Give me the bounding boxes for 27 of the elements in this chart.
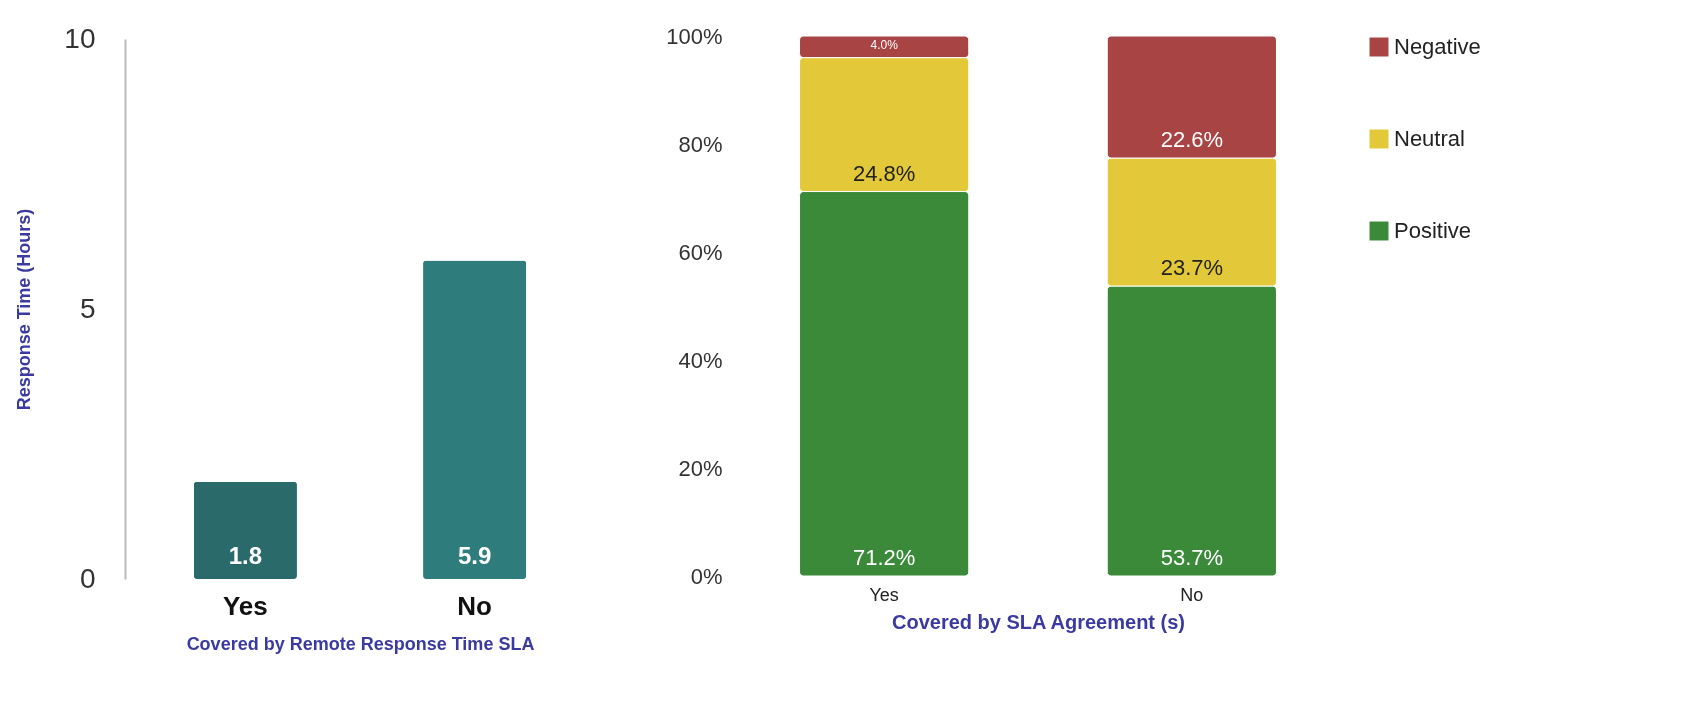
y-tick-label: 10 xyxy=(64,22,96,54)
y-tick-label: 5 xyxy=(79,292,96,324)
y-tick-label: 100% xyxy=(666,23,723,49)
data-label: 1.8 xyxy=(228,542,263,569)
y-tick-label: 0% xyxy=(690,563,723,589)
y-axis-title: Response Time (Hours) xyxy=(14,208,35,411)
x-axis-title: Covered by SLA Agreement (s) xyxy=(891,610,1186,633)
x-tick-label: No xyxy=(457,590,492,621)
y-tick-label: 40% xyxy=(678,347,723,373)
data-label: 24.8% xyxy=(852,160,916,186)
y-tick-label: 0 xyxy=(79,562,96,594)
y-tick-label: 20% xyxy=(678,455,723,481)
data-label: 71.2% xyxy=(852,545,916,570)
x-axis-title: Covered by Remote Response Time SLA xyxy=(186,633,535,654)
x-tick-label: Yes xyxy=(869,584,899,605)
data-label: 4.0% xyxy=(870,37,899,52)
y-tick-label: 60% xyxy=(678,239,723,265)
legend-label: Positive xyxy=(1394,218,1472,243)
data-label: 23.7% xyxy=(1160,255,1224,281)
legend-label: Negative xyxy=(1394,34,1481,59)
x-tick-label: No xyxy=(1180,584,1204,605)
data-label: 22.6% xyxy=(1160,127,1224,153)
data-label: 53.7% xyxy=(1160,545,1224,570)
data-label: 5.9 xyxy=(457,542,492,569)
legend-label: Neutral xyxy=(1394,126,1465,151)
x-tick-label: Yes xyxy=(222,590,268,621)
y-tick-label: 80% xyxy=(678,131,723,157)
